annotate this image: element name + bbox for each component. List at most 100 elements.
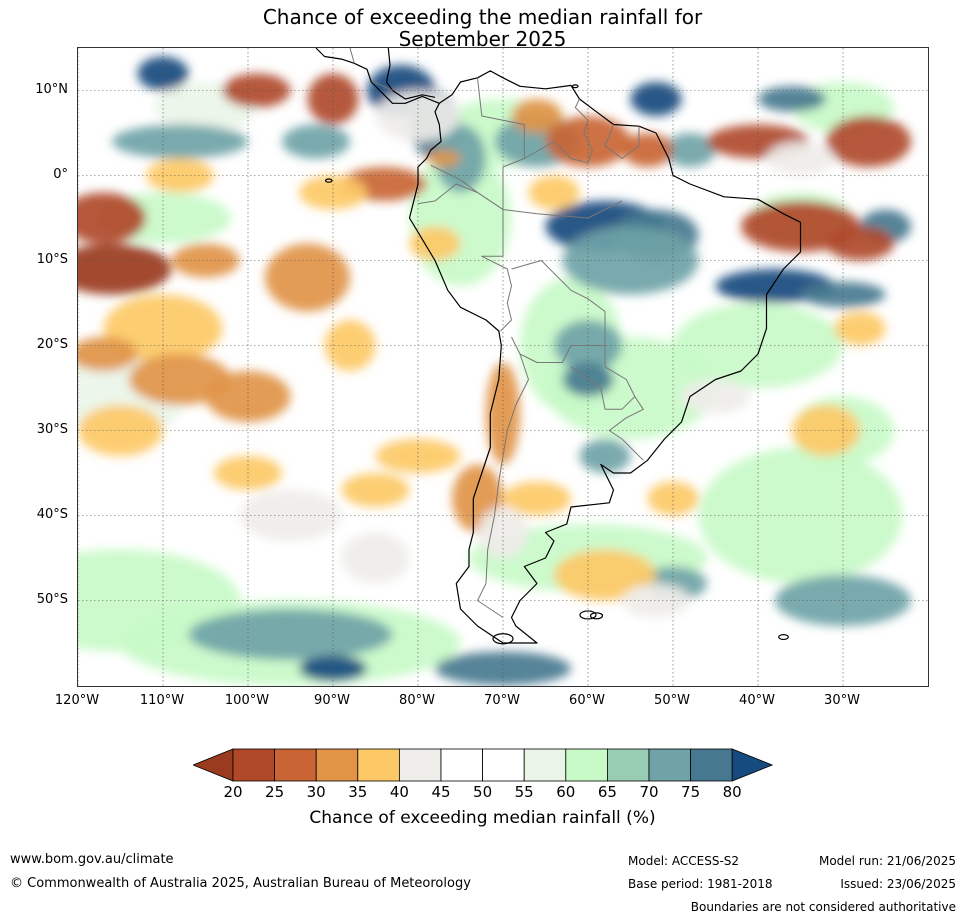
rainfall-probability-region [129, 354, 231, 405]
colorbar-segment [274, 748, 317, 782]
map-title-line1: Chance of exceeding the median rainfall … [262, 5, 703, 29]
rainfall-probability-region [78, 192, 146, 244]
colorbar-segment [606, 748, 650, 782]
rainfall-probability-region [554, 549, 656, 601]
rainfall-probability-region [146, 158, 214, 193]
rainfall-probability-region [78, 243, 172, 295]
country-border [604, 124, 640, 159]
lon-label: 50°W [654, 693, 690, 708]
colorbar-tick-label: 20 [223, 783, 243, 801]
rainfall-probability-region [698, 447, 903, 584]
colorbar-tick-label: 55 [514, 783, 534, 801]
rainfall-probability-region [188, 609, 393, 660]
colorbar-tick-label: 40 [389, 783, 409, 801]
country-border [524, 98, 593, 164]
lat-label: 10°S [36, 251, 68, 267]
lon-label: 70°W [484, 693, 520, 708]
lon-label: 40°W [739, 693, 775, 708]
lat-label: 40°S [36, 506, 68, 522]
rainfall-probability-region [307, 73, 359, 125]
lon-label: 80°W [399, 693, 435, 708]
rainfall-probability-region [426, 150, 461, 167]
rainfall-probability-region [758, 86, 826, 112]
rainfall-probability-region [265, 243, 350, 312]
lon-label: 120°W [54, 693, 100, 708]
colorbar-tick-label: 65 [597, 783, 617, 801]
rainfall-probability-region [834, 311, 886, 346]
rainfall-probability-region [503, 481, 571, 516]
rainfall-probability-region [341, 473, 410, 507]
rainfall-probability-region [800, 281, 886, 308]
colorbar-tick-label: 50 [473, 783, 493, 801]
colorbar-segment [440, 748, 483, 782]
rainfall-probability-region [647, 481, 699, 516]
copyright-text: © Commonwealth of Australia 2025, Austra… [10, 876, 471, 891]
colorbar-segment [523, 748, 567, 782]
rainfall-probability-region [766, 141, 835, 176]
country-border [349, 48, 355, 64]
lon-label: 30°W [824, 693, 860, 708]
rainfall-probability-region [664, 133, 716, 167]
colorbar-segment [690, 748, 733, 782]
rainfall-probability-region [171, 243, 240, 278]
model-run-date: Model run: 21/06/2025 [818, 854, 956, 868]
rainfall-probability-region [579, 439, 631, 473]
lat-label: 30°S [36, 421, 68, 437]
rainfall-probability-region [630, 82, 682, 116]
country-border [502, 200, 623, 219]
island-outline [778, 634, 789, 641]
island-outline [589, 612, 604, 620]
lat-label: 0° [53, 166, 68, 182]
colorbar-tick-label: 60 [556, 783, 576, 801]
colorbar-tick-label: 45 [431, 783, 451, 801]
rainfall-probability-region [528, 175, 580, 210]
country-border [417, 183, 512, 332]
rainfall-map[interactable] [77, 47, 929, 687]
colorbar-segment [565, 748, 608, 782]
rainfall-probability-region [622, 133, 673, 167]
rainfall-probability-region [222, 73, 291, 108]
country-border [430, 77, 525, 210]
rainfall-probability-region [622, 583, 690, 618]
colorbar-tick-label: 25 [265, 783, 285, 801]
website-link[interactable]: www.bom.gov.au/climate [10, 852, 174, 867]
island-outline [579, 610, 597, 620]
island-outline [571, 84, 579, 89]
rainfall-probability-region [78, 405, 163, 456]
island-outline [324, 178, 333, 183]
lon-label: 110°W [139, 693, 185, 708]
colorbar-tick-label: 75 [681, 783, 701, 801]
lon-label: 100°W [224, 693, 270, 708]
rainfall-probability-region [341, 532, 410, 584]
colorbar [193, 748, 773, 782]
colorbar-label: Chance of exceeding median rainfall (%) [309, 808, 656, 828]
lat-label: 10°N [35, 81, 68, 97]
colorbar-tick-label: 80 [722, 783, 742, 801]
rainfall-probability-region [826, 116, 911, 167]
rainfall-probability-region [282, 124, 350, 159]
rainfall-probability-region [681, 379, 750, 414]
colorbar-tick-label: 70 [639, 783, 659, 801]
colorbar-segment [357, 748, 400, 782]
model-name: Model: ACCESS-S2 [628, 854, 740, 868]
lat-label: 50°S [36, 591, 68, 607]
colorbar-low-arrow [193, 748, 234, 782]
lon-label: 90°W [314, 693, 350, 708]
colorbar-segment [398, 748, 442, 782]
colorbar-tick-label: 30 [306, 783, 326, 801]
colorbar-high-arrow [731, 748, 773, 782]
country-border [570, 345, 636, 410]
country-border [371, 79, 393, 91]
colorbar-segment [648, 748, 691, 782]
central-america-coastline [315, 48, 440, 104]
base-period: Base period: 1981-2018 [628, 877, 773, 891]
colorbar-segment [482, 748, 525, 782]
lon-label: 60°W [569, 693, 605, 708]
island-outline [492, 633, 514, 645]
boundaries-disclaimer: Boundaries are not considered authoritat… [690, 900, 956, 914]
rainfall-probability-region [826, 226, 894, 261]
colorbar-tick-label: 35 [348, 783, 368, 801]
rainfall-probability-region [409, 226, 461, 261]
south-america-coastline [408, 70, 802, 644]
map-title-line2: September 2025 [398, 27, 567, 51]
